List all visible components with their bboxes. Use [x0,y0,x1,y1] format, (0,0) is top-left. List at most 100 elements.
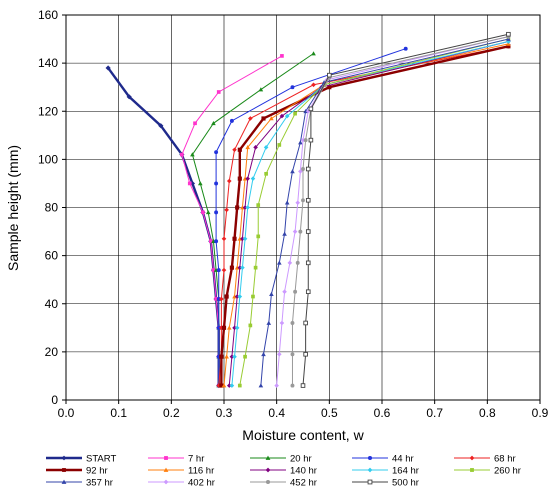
data-point [229,265,234,270]
data-point [277,260,282,265]
data-point [253,265,258,270]
data-point [327,85,332,90]
y-tick-label: 140 [38,56,58,70]
data-point [290,352,295,357]
y-tick-label: 0 [51,393,58,407]
data-point [163,479,169,485]
series-402-hr [274,34,511,388]
data-point [235,205,240,210]
data-point [295,200,301,205]
legend-item: 140 hr [250,466,317,477]
legend: START 7 hr 20 hr 44 hr 68 hr 92 hr 116 hr 140 h… [46,454,521,489]
data-point [256,203,261,207]
legend-label: 68 hr [494,454,516,465]
data-point [234,294,240,299]
data-point [211,268,216,272]
legend-item: 20 hr [250,454,312,465]
legend-label: 500 hr [392,478,419,489]
y-tick-label: 60 [45,249,59,263]
legend-item: 164 hr [352,466,419,477]
data-point [221,383,227,388]
data-point [201,210,205,215]
data-point [300,383,306,388]
series-line [223,43,509,386]
y-tick-label: 20 [45,345,59,359]
y-tick-label: 120 [38,104,58,118]
data-point [284,200,290,205]
data-point [214,297,218,301]
data-point [295,260,300,265]
legend-label: 140 hr [290,466,317,477]
data-point [221,325,227,330]
data-point [219,383,224,388]
data-point [193,121,197,126]
series-line [302,33,509,386]
series-layer [105,31,511,389]
data-point [62,468,66,472]
data-point [293,111,297,116]
legend-label: 260 hr [494,466,521,477]
legend-item: 92 hr [46,466,108,477]
series-line [228,40,509,386]
x-tick-label: 0.9 [532,406,549,420]
data-point [221,236,227,242]
y-tick-label: 40 [45,297,59,311]
data-point [61,479,67,484]
legend-label: START [86,454,116,465]
data-point [280,54,284,58]
data-point [327,72,332,78]
data-point [277,143,282,147]
data-point [305,260,311,266]
y-tick-label: 80 [45,201,59,215]
data-point [232,236,237,241]
data-point [287,260,293,266]
series-line [220,45,509,386]
data-point [269,291,274,296]
data-point [163,467,169,472]
x-tick-label: 0.2 [163,406,180,420]
data-point [367,455,373,461]
data-point [214,239,219,244]
data-point [264,171,268,176]
data-point [214,150,219,155]
legend-label: 357 hr [86,478,113,489]
data-point [245,205,250,210]
data-point [261,351,266,357]
data-point [274,383,279,388]
series-line [239,38,509,386]
data-point [237,383,242,388]
x-tick-label: 0.0 [58,406,75,420]
legend-item: 260 hr [454,466,521,477]
data-point [219,354,224,359]
data-point [277,351,282,357]
data-point [245,145,250,150]
data-point [242,236,248,242]
data-point [216,90,221,94]
legend-item: 44 hr [352,454,414,465]
data-point [301,167,305,171]
data-point [224,354,229,359]
data-point [243,354,247,359]
data-point [261,116,266,121]
data-point [226,383,232,388]
data-point [258,383,264,388]
data-point [266,320,272,325]
legend-item: 402 hr [148,478,215,489]
data-point [232,147,237,153]
data-point [269,116,274,121]
legend-item: 116 hr [148,466,214,477]
y-axis-ticks: 0 20 40 60 80 100 120 140 160 [38,8,66,407]
data-point [237,147,242,152]
data-point [224,207,229,213]
data-point [290,321,295,325]
data-point [237,265,243,270]
data-point [279,320,285,326]
data-point [308,137,314,143]
legend-label: 20 hr [290,454,312,465]
data-point [237,176,242,181]
data-point [229,118,234,123]
data-point [305,108,311,114]
legend-item: 357 hr [46,478,113,489]
data-point [282,231,287,236]
legend-item: START [46,454,116,465]
